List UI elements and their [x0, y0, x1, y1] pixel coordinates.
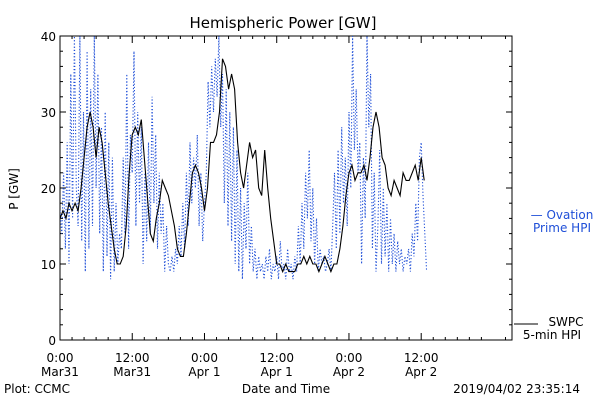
y-tick-label: 10 [41, 258, 56, 272]
series-swpc-line [60, 58, 425, 274]
x-tick-label-time: 0:00 [191, 351, 218, 365]
legend-ovation-line2: Prime HPI [533, 221, 591, 235]
x-tick-label-time: 12:00 [115, 351, 150, 365]
x-tick-label-time: 12:00 [404, 351, 439, 365]
legend-swpc-line2: 5-min HPI [523, 328, 581, 342]
x-tick-label-date: Apr 2 [405, 365, 437, 379]
x-axis-label: Date and Time [242, 382, 330, 396]
x-tick-label-date: Apr 1 [261, 365, 293, 379]
y-tick-label: 0 [48, 334, 56, 348]
x-tick-label-time: 12:00 [259, 351, 294, 365]
y-axis-label: P [GW] [7, 168, 21, 210]
x-tick-label-time: 0:00 [47, 351, 74, 365]
y-tick-label: 40 [41, 30, 56, 44]
plot-timestamp: 2019/04/02 23:35:14 [453, 382, 580, 396]
y-tick-label: 30 [41, 106, 56, 120]
legend-swpc-line1: SWPC [548, 315, 583, 329]
x-tick-label-date: Apr 2 [333, 365, 365, 379]
legend: — Ovation Prime HPI SWPC 5-min HPI [514, 208, 593, 342]
x-tick-label-date: Apr 1 [188, 365, 220, 379]
series-ovation-prime-line [60, 36, 428, 280]
y-tick-label: 20 [41, 182, 56, 196]
plot-credit: Plot: CCMC [4, 382, 70, 396]
x-tick-label-date: Mar31 [41, 365, 79, 379]
chart-title: Hemispheric Power [GW] [190, 14, 377, 32]
x-tick-label-date: Mar31 [113, 365, 151, 379]
x-tick-label-time: 0:00 [335, 351, 362, 365]
legend-ovation-line1: — Ovation [531, 208, 594, 222]
